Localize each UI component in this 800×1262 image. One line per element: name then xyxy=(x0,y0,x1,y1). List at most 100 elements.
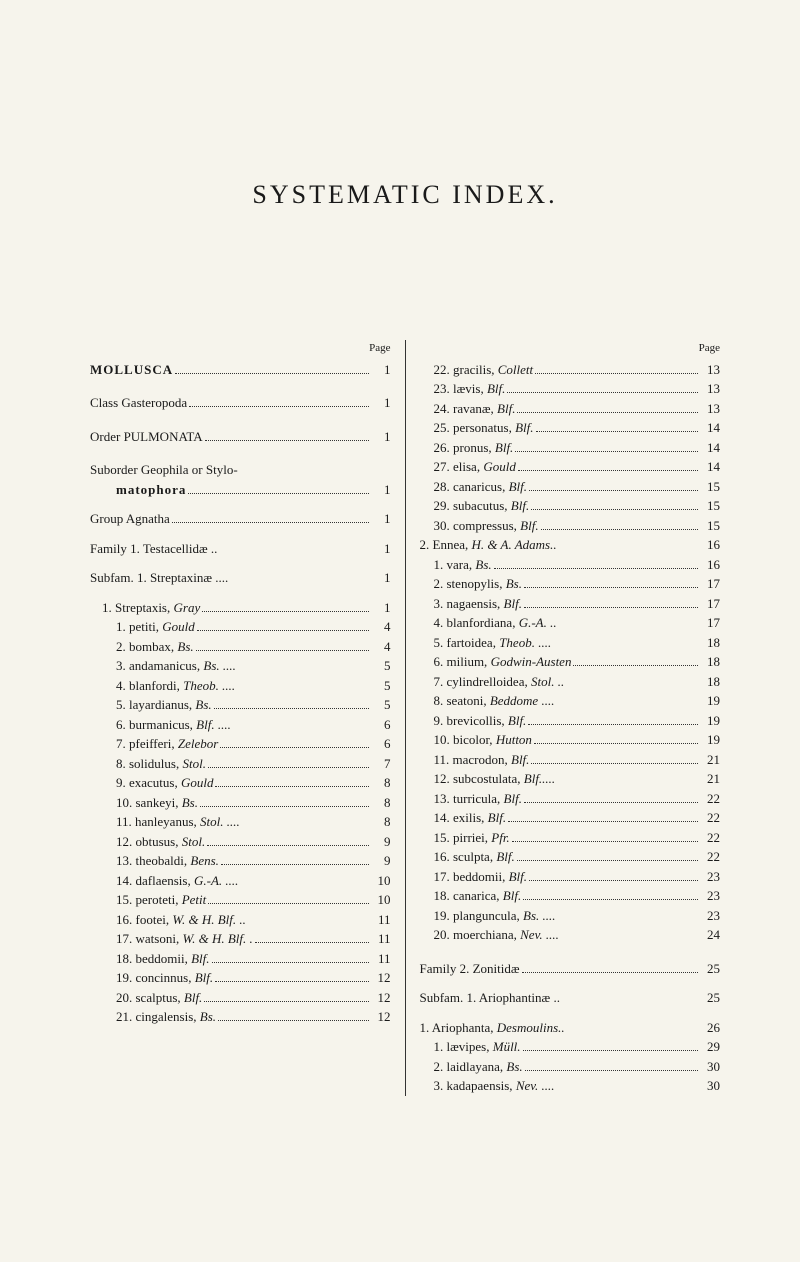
index-entry: 1. petiti, Gould4 xyxy=(90,617,391,637)
index-entry: 20. scalptus, Blf.12 xyxy=(90,988,391,1008)
index-label: 8. solidulus, Stol. xyxy=(116,754,206,774)
leader-dots xyxy=(220,747,368,748)
index-page-number: 23 xyxy=(700,867,720,887)
index-page-number: 15 xyxy=(700,516,720,536)
index-label: 13. turricula, Blf. xyxy=(434,789,522,809)
index-entry: 8. seatoni, Beddome ....19 xyxy=(420,691,721,711)
leader-dots xyxy=(529,880,698,881)
index-page-number: 6 xyxy=(371,715,391,735)
index-entry: 24. ravanæ, Blf.13 xyxy=(420,399,721,419)
spacer xyxy=(90,379,391,393)
leader-dots xyxy=(508,821,698,822)
index-label: Order PULMONATA xyxy=(90,427,203,447)
leader-dots xyxy=(541,529,698,530)
index-entry: 1. vara, Bs.16 xyxy=(420,555,721,575)
main-title: SYSTEMATIC INDEX. xyxy=(90,180,720,210)
index-label: matophora xyxy=(116,480,186,500)
index-entry: 12. subcostulata, Blf..... 21 xyxy=(420,769,721,789)
index-label: 6. milium, Godwin-Austen xyxy=(434,652,572,672)
index-label: 23. lævis, Blf. xyxy=(434,379,506,399)
index-page-number: 17 xyxy=(700,613,720,633)
index-page-number: 22 xyxy=(700,847,720,867)
index-entry: 13. turricula, Blf.22 xyxy=(420,789,721,809)
spacer xyxy=(90,499,391,509)
page-header-left: Page xyxy=(90,340,391,357)
leader-dots xyxy=(221,864,369,865)
index-page-number: 19 xyxy=(700,730,720,750)
index-page-number: 21 xyxy=(700,769,720,789)
index-label: 17. watsoni, W. & H. Blf. . xyxy=(116,929,253,949)
column-divider xyxy=(405,340,406,1096)
index-page-number: 23 xyxy=(700,886,720,906)
index-label: 16. sculpta, Blf. xyxy=(434,847,515,867)
index-label: Subfam. 1. Streptaxinæ .... xyxy=(90,568,228,588)
index-page-number: 11 xyxy=(371,949,391,969)
index-page-number: 25 xyxy=(700,959,720,979)
leader-dots xyxy=(255,942,369,943)
leader-dots xyxy=(200,806,369,807)
index-entry: 19. concinnus, Blf.12 xyxy=(90,968,391,988)
leader-dots xyxy=(214,708,369,709)
index-entry: 6. milium, Godwin-Austen18 xyxy=(420,652,721,672)
index-label: 2. Ennea, H. & A. Adams.. xyxy=(420,535,557,555)
spacer xyxy=(90,446,391,460)
index-page-number: 1 xyxy=(371,509,391,529)
index-entry: 16. sculpta, Blf. 22 xyxy=(420,847,721,867)
index-entry: 1. Streptaxis, Gray1 xyxy=(90,598,391,618)
index-entry: 18. canarica, Blf.23 xyxy=(420,886,721,906)
index-page-number: 13 xyxy=(700,379,720,399)
index-label: 22. gracilis, Collett xyxy=(434,360,534,380)
index-page-number: 5 xyxy=(371,695,391,715)
leader-dots xyxy=(494,568,698,569)
index-page-number: 24 xyxy=(700,925,720,945)
index-label: 12. subcostulata, Blf..... xyxy=(434,769,556,789)
index-page-number: 22 xyxy=(700,828,720,848)
index-label: Class Gasteropoda xyxy=(90,393,187,413)
index-page-number: 25 xyxy=(700,988,720,1008)
index-label: 10. sankeyi, Bs. xyxy=(116,793,198,813)
index-page-number: 18 xyxy=(700,672,720,692)
right-list: 22. gracilis, Collett 13 23. lævis, Blf. 13… xyxy=(420,360,721,1096)
index-page-number: 1 xyxy=(371,427,391,447)
index-entry: 12. obtusus, Stol.9 xyxy=(90,832,391,852)
leader-dots xyxy=(188,493,368,494)
index-page-number: 21 xyxy=(700,750,720,770)
index-label: Family 2. Zonitidæ xyxy=(420,959,520,979)
leader-dots xyxy=(525,1070,698,1071)
index-entry: 2. laidlayana, Bs.30 xyxy=(420,1057,721,1077)
index-entry: Group Agnatha1 xyxy=(90,509,391,529)
leader-dots xyxy=(208,767,369,768)
index-label: 3. andamanicus, Bs. .... xyxy=(116,656,236,676)
index-page-number: 22 xyxy=(700,808,720,828)
left-list: MOLLUSCA1Class Gasteropoda1Order PULMONA… xyxy=(90,360,391,1027)
index-entry: 17. beddomii, Blf.23 xyxy=(420,867,721,887)
index-page-number: 30 xyxy=(700,1057,720,1077)
index-entry: 3. nagaensis, Blf.17 xyxy=(420,594,721,614)
index-entry: 5. fartoidea, Theob. ....18 xyxy=(420,633,721,653)
index-label: 30. compressus, Blf. xyxy=(434,516,539,536)
index-entry: Family 2. Zonitidæ 25 xyxy=(420,959,721,979)
index-page-number: 1 xyxy=(371,480,391,500)
index-label: 13. theobaldi, Bens. xyxy=(116,851,219,871)
page-header-right: Page xyxy=(420,340,721,357)
index-page-number: 13 xyxy=(700,399,720,419)
spacer xyxy=(90,588,391,598)
index-page-number: 16 xyxy=(700,555,720,575)
leader-dots xyxy=(515,451,698,452)
leader-dots xyxy=(512,841,698,842)
index-label: 11. hanleyanus, Stol. .... xyxy=(116,812,240,832)
index-page-number: 9 xyxy=(371,851,391,871)
index-label: 6. burmanicus, Blf. .... xyxy=(116,715,231,735)
index-entry: Class Gasteropoda1 xyxy=(90,393,391,413)
leader-dots xyxy=(534,743,698,744)
index-entry: 7. cylindrelloidea, Stol. ..18 xyxy=(420,672,721,692)
index-entry: 27. elisa, Gould14 xyxy=(420,457,721,477)
index-page-number: 29 xyxy=(700,1037,720,1057)
index-page-number: 18 xyxy=(700,633,720,653)
page-container: SYSTEMATIC INDEX. Page MOLLUSCA1Class Ga… xyxy=(0,0,800,1156)
index-label: 15. pirriei, Pfr. xyxy=(434,828,510,848)
index-page-number: 11 xyxy=(371,910,391,930)
leader-dots xyxy=(517,412,698,413)
index-label: 9. brevicollis, Blf. xyxy=(434,711,527,731)
index-page-number: 1 xyxy=(371,539,391,559)
